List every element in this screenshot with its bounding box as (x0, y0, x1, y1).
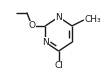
Text: N: N (55, 13, 62, 22)
Text: Cl: Cl (54, 61, 63, 70)
Text: O: O (29, 21, 35, 30)
Text: N: N (42, 38, 49, 47)
Text: CH₃: CH₃ (85, 15, 101, 24)
